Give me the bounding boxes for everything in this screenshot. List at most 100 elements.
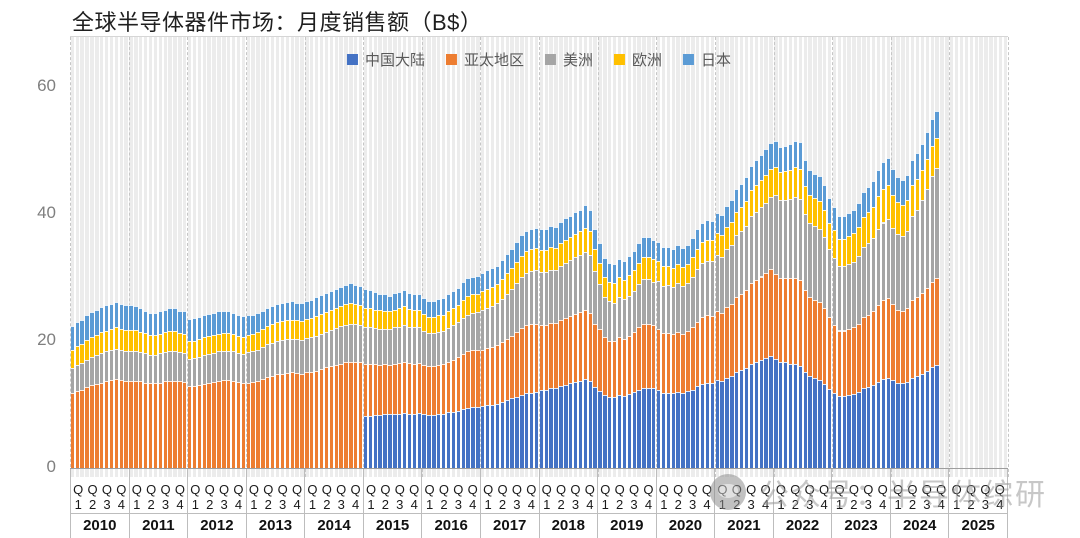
bar-segment-日本 (388, 295, 392, 312)
bar-segment-日本 (803, 160, 807, 186)
bar-segment-亚太地区 (642, 323, 646, 388)
bar-segment-亚太地区 (652, 325, 656, 389)
bar-segment-日本 (124, 305, 128, 330)
bar-segment-亚太地区 (559, 320, 563, 387)
bar-segment-日本 (510, 248, 514, 269)
bar-segment-中国大陆 (891, 380, 895, 469)
bar-segment-亚太地区 (871, 310, 876, 386)
bar-segment-美洲 (104, 351, 109, 382)
bar-segment-美洲 (827, 249, 832, 318)
bar-segment-美洲 (818, 228, 822, 302)
bar-segment-中国大陆 (686, 391, 690, 469)
bar-segment-美洲 (505, 293, 509, 339)
bar-segment-亚太地区 (85, 387, 89, 469)
bar-segment-美洲 (642, 279, 646, 324)
bar-segment-中国大陆 (373, 415, 377, 469)
bar-segment-亚太地区 (192, 385, 197, 469)
bar-segment-中国大陆 (393, 413, 397, 469)
bar-segment-亚太地区 (832, 324, 837, 393)
bar-segment-亚太地区 (891, 304, 895, 381)
bar-segment-日本 (818, 176, 822, 201)
bar-segment-中国大陆 (920, 373, 925, 469)
bar-segment-中国大陆 (935, 365, 939, 469)
bar-segment-美洲 (314, 335, 319, 371)
bar-segment-欧洲 (740, 206, 744, 231)
bar-segment-日本 (183, 311, 187, 334)
month-stripe (437, 37, 441, 477)
month-stripe (446, 37, 451, 477)
bar-segment-欧洲 (832, 230, 837, 259)
bar-segment-欧洲 (554, 247, 558, 271)
bar-segment-日本 (505, 254, 509, 274)
year-label: 2014 (304, 514, 363, 538)
legend-swatch-icon (683, 54, 695, 65)
y-axis-tick-label: 40 (37, 202, 56, 222)
month-stripe (148, 37, 153, 477)
bar-segment-中国大陆 (564, 384, 568, 469)
bar-segment-欧洲 (373, 309, 377, 328)
bar-segment-欧洲 (510, 268, 514, 289)
bar-segment-美洲 (139, 352, 143, 382)
month-stripe (275, 37, 280, 477)
bar-segment-亚太地区 (647, 323, 651, 388)
bar-segment-中国大陆 (466, 408, 470, 469)
bar-segment-美洲 (710, 261, 715, 316)
bar-segment-欧洲 (827, 222, 832, 250)
bar-segment-日本 (617, 258, 622, 278)
bar-segment-美洲 (329, 329, 333, 367)
bar-segment-日本 (344, 284, 348, 305)
bar-segment-亚太地区 (90, 385, 94, 469)
month-stripe (398, 37, 402, 477)
bar-segment-美洲 (251, 351, 255, 382)
bar-segment-欧洲 (100, 332, 104, 354)
month-stripe (329, 37, 333, 477)
bar-segment-欧洲 (871, 206, 876, 239)
bar-segment-中国大陆 (617, 395, 622, 469)
bar-segment-欧洲 (686, 263, 690, 283)
bar-segment-日本 (881, 162, 886, 189)
bar-segment-日本 (75, 322, 79, 347)
bar-segment-亚太地区 (744, 289, 749, 368)
bar-segment-中国大陆 (471, 407, 475, 469)
bar-segment-美洲 (735, 235, 739, 297)
bar-segment-亚太地区 (666, 333, 671, 393)
bar-segment-亚太地区 (539, 324, 544, 391)
bar-segment-日本 (168, 308, 172, 332)
bar-segment-中国大陆 (383, 414, 387, 469)
bar-segment-日本 (280, 302, 285, 321)
bar-segment-亚太地区 (779, 277, 783, 362)
bar-segment-欧洲 (925, 158, 930, 189)
bar-segment-欧洲 (837, 239, 842, 267)
bar-segment-欧洲 (339, 305, 343, 327)
bar-segment-美洲 (520, 277, 524, 328)
legend-item-美洲: 美洲 (544, 49, 593, 70)
year-gridline (539, 37, 540, 477)
bar-segment-亚太地区 (266, 376, 270, 469)
bar-segment-美洲 (915, 209, 920, 297)
bar-segment-中国大陆 (510, 398, 514, 469)
month-stripe (427, 37, 431, 477)
bar-segment-日本 (481, 273, 485, 292)
bar-segment-亚太地区 (700, 317, 705, 384)
bar-segment-亚太地区 (158, 382, 162, 469)
bar-segment-亚太地区 (725, 307, 729, 378)
bar-segment-欧洲 (852, 233, 856, 262)
year-label: 2019 (597, 514, 656, 538)
bar-segment-美洲 (740, 230, 744, 294)
bar-segment-中国大陆 (432, 415, 436, 469)
bar-segment-亚太地区 (715, 311, 719, 381)
bar-segment-日本 (710, 220, 715, 241)
bar-segment-美洲 (70, 367, 75, 394)
month-stripe (617, 37, 622, 477)
bar-segment-亚太地区 (764, 273, 768, 359)
bar-segment-欧洲 (363, 307, 368, 327)
year-label: 2010 (70, 514, 129, 538)
bar-segment-日本 (378, 293, 382, 311)
